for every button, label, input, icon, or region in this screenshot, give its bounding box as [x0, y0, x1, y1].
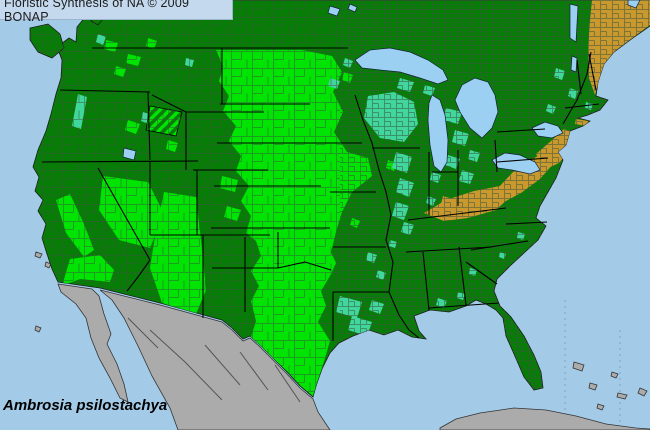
mexico-state-lines — [127, 317, 301, 403]
lake-ontario — [531, 121, 564, 139]
graticule-lines — [564, 300, 621, 430]
map-title-bar: Floristic Synthesis of NA © 2009 BONAP — [0, 0, 233, 24]
bahamas-islands — [34, 251, 648, 411]
gulf-of-st-lawrence — [627, 0, 641, 9]
lake-erie — [491, 152, 541, 175]
lake-of-the-woods — [327, 3, 358, 17]
lake-huron — [454, 77, 499, 139]
cuba — [439, 407, 650, 430]
no-coverage-landmass — [34, 251, 650, 430]
lake-champlain — [570, 55, 578, 73]
lakes-layer — [122, 0, 641, 175]
baja-california — [57, 283, 129, 403]
species-name-label: Ambrosia psilostachya — [3, 397, 168, 414]
lake-superior — [354, 47, 449, 85]
state-borders — [41, 47, 600, 341]
st-lawrence-river — [569, 3, 579, 43]
map-title: Floristic Synthesis of NA © 2009 BONAP — [4, 0, 190, 24]
great-salt-lake — [122, 147, 137, 161]
mexico-mainland — [99, 289, 331, 430]
